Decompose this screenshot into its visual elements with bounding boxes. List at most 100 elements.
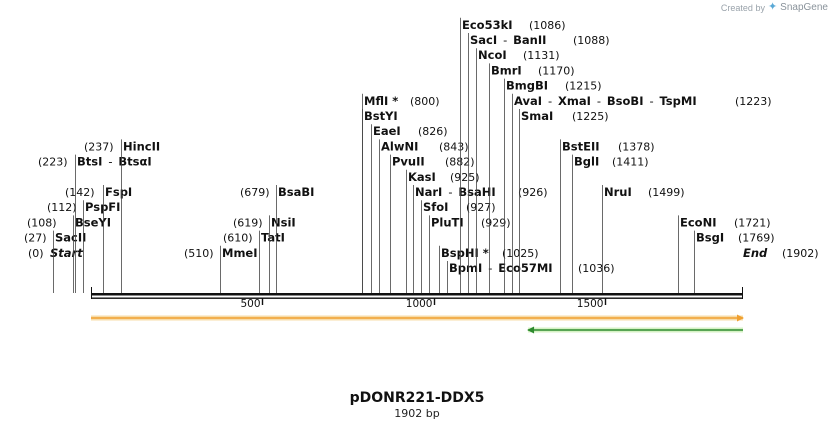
site-nari: NarI - BsaHI (926) [413, 185, 548, 293]
site-name: AlwNI [381, 139, 418, 153]
site-tati: TatI (610) [223, 230, 285, 293]
site-position: (1088) [573, 34, 610, 47]
site-name: Start [50, 246, 83, 260]
site-name: BpmI [449, 261, 482, 275]
site-position: (1902) [782, 247, 819, 260]
site-bmri: BmrI (1170) [489, 63, 575, 293]
site-btsi: BtsI - BtsαI (223) [38, 154, 152, 293]
site-sfoi: SfoI (927) [421, 200, 496, 293]
site-position: (927) [466, 201, 496, 214]
site-nrui: NruI (1499) [602, 185, 685, 293]
site-name: NruI [604, 185, 632, 199]
site-eco53ki: Eco53kI (1086) [460, 17, 566, 293]
site-name: BtsαI [118, 155, 151, 169]
backbone-top [91, 293, 743, 296]
site-position: (1215) [565, 80, 602, 93]
site-position: (1036) [578, 262, 615, 275]
site-position: (1721) [734, 216, 771, 229]
site-bsgi: BsgI (1769) [694, 230, 775, 293]
site-position: (800) [410, 95, 440, 108]
site-name: NcoI [478, 48, 507, 62]
backbone-bottom [91, 297, 743, 299]
site-name: BanII [513, 33, 546, 47]
site-sacii: SacII (27) [24, 230, 86, 293]
site-separator: - [448, 185, 452, 199]
site-name: PluTI [431, 215, 464, 229]
site-position: (1769) [738, 232, 775, 245]
site-name: SfoI [423, 200, 448, 214]
site-smai: SmaI (1225) [519, 109, 609, 293]
plasmid-length: 1902 bp [394, 407, 440, 420]
site-position: (929) [481, 216, 511, 229]
site-bstyi: BstYI [362, 109, 398, 293]
site-name: BstYI [364, 109, 398, 123]
site-name: BsaBI [278, 185, 314, 199]
site-name: PvuII [392, 155, 425, 169]
site-name: SacI [470, 33, 497, 47]
site-name: Eco53kI [462, 18, 513, 32]
site-bseyi: BseYI (108) [27, 215, 111, 293]
site-avai: AvaI - XmaI - BsoBI - TspMI (1223) [512, 93, 772, 293]
site-start: Start (0) [28, 246, 83, 260]
site-position: (1131) [523, 49, 560, 62]
site-separator: - [597, 94, 601, 108]
site-mmei: MmeI (510) [184, 246, 258, 293]
site-name: BsoBI [607, 94, 644, 108]
snapgene-logo-icon: ✦ [767, 1, 778, 13]
site-position: (112) [47, 201, 77, 214]
site-position: (1223) [735, 95, 772, 108]
site-kasi: KasI (925) [406, 169, 480, 293]
orange-feature [91, 314, 744, 322]
site-name: XmaI [558, 94, 591, 108]
site-position: (679) [240, 186, 270, 199]
site-name: BglI [574, 155, 599, 169]
site-separator: - [488, 261, 492, 275]
site-separator: - [649, 94, 653, 108]
title-block: pDONR221-DDX5 1902 bp [0, 390, 834, 420]
site-name: EaeI [373, 124, 401, 138]
site-bgli: BglI (1411) [572, 154, 649, 293]
site-name: TatI [261, 231, 285, 245]
site-name: BmgBI [506, 79, 548, 93]
site-pvuii: PvuII (882) [390, 154, 475, 293]
ruler-label: 500 [240, 298, 260, 310]
site-ncoi: NcoI (1131) [476, 48, 560, 293]
site-name: MmeI [222, 246, 258, 260]
site-name: End [743, 246, 768, 260]
site-name: EcoNI [680, 215, 716, 229]
site-position: (843) [439, 140, 469, 153]
site-bsabi: BsaBI (679) [240, 185, 314, 293]
site-position: (27) [24, 232, 47, 245]
site-bpmi: BpmI - Eco57MI (1036) [447, 261, 615, 293]
site-name: SacII [55, 231, 86, 245]
snapgene-brand: Created by ✦ SnapGene [721, 1, 828, 14]
site-position: (619) [233, 216, 263, 229]
site-alwni: AlwNI (843) [379, 139, 469, 293]
brand-name: SnapGene [780, 2, 828, 13]
site-bsteii: BstEII (1378) [560, 139, 655, 293]
site-name: AvaI [514, 94, 542, 108]
ruler-label: 1500 [577, 298, 604, 310]
site-position: (610) [223, 232, 253, 245]
site-name: HincII [123, 139, 160, 153]
feature-arrow-reverse [527, 326, 535, 334]
site-name: NsiI [271, 215, 296, 229]
site-bmgbi: BmgBI (1215) [504, 78, 602, 293]
site-position: (1411) [612, 156, 649, 169]
site-name: PspFI [85, 200, 120, 214]
site-position: (142) [65, 186, 95, 199]
site-separator: - [108, 155, 112, 169]
site-pluti: PluTI (929) [429, 215, 511, 293]
site-eaei: EaeI (826) [371, 124, 448, 293]
site-saci: SacI - BanII (1088) [468, 33, 610, 293]
site-name: KasI [408, 170, 436, 184]
site-position: (926) [518, 186, 548, 199]
site-nsii: NsiI (619) [233, 215, 296, 293]
site-position: (1225) [572, 110, 609, 123]
site-end: End (1902) [743, 246, 819, 260]
site-hincii: HincII (237) [84, 139, 160, 293]
site-name: BsgI [696, 231, 724, 245]
site-position: (108) [27, 216, 57, 229]
